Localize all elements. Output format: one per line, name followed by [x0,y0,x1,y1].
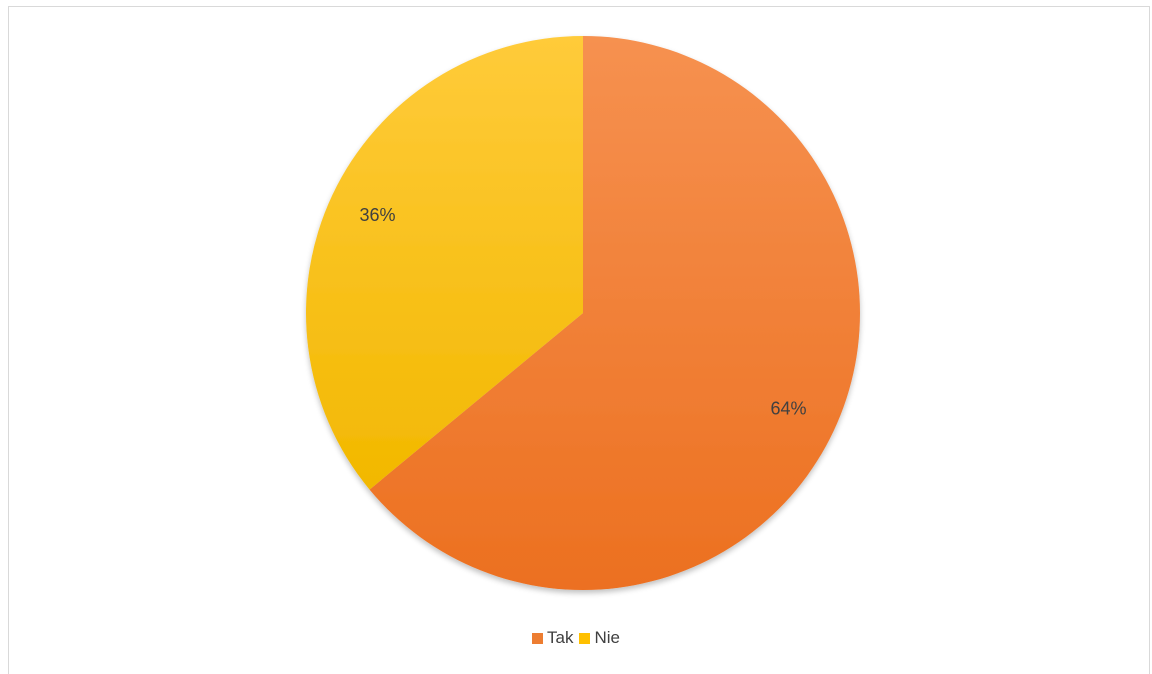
legend-swatch-tak [532,632,543,644]
data-label-tak: 64% [771,398,807,418]
data-label-nie: 36% [359,205,395,225]
legend-label-tak: Tak [547,628,574,647]
legend-swatch-nie [579,632,591,644]
legend-label-nie: Nie [594,628,620,647]
pie-slice-nie [305,36,583,490]
legend-item-nie: Nie [579,628,620,648]
legend: Tak Nie [0,628,1152,648]
legend-item-tak: Tak [532,628,573,648]
pie-slice-tak [369,36,860,590]
